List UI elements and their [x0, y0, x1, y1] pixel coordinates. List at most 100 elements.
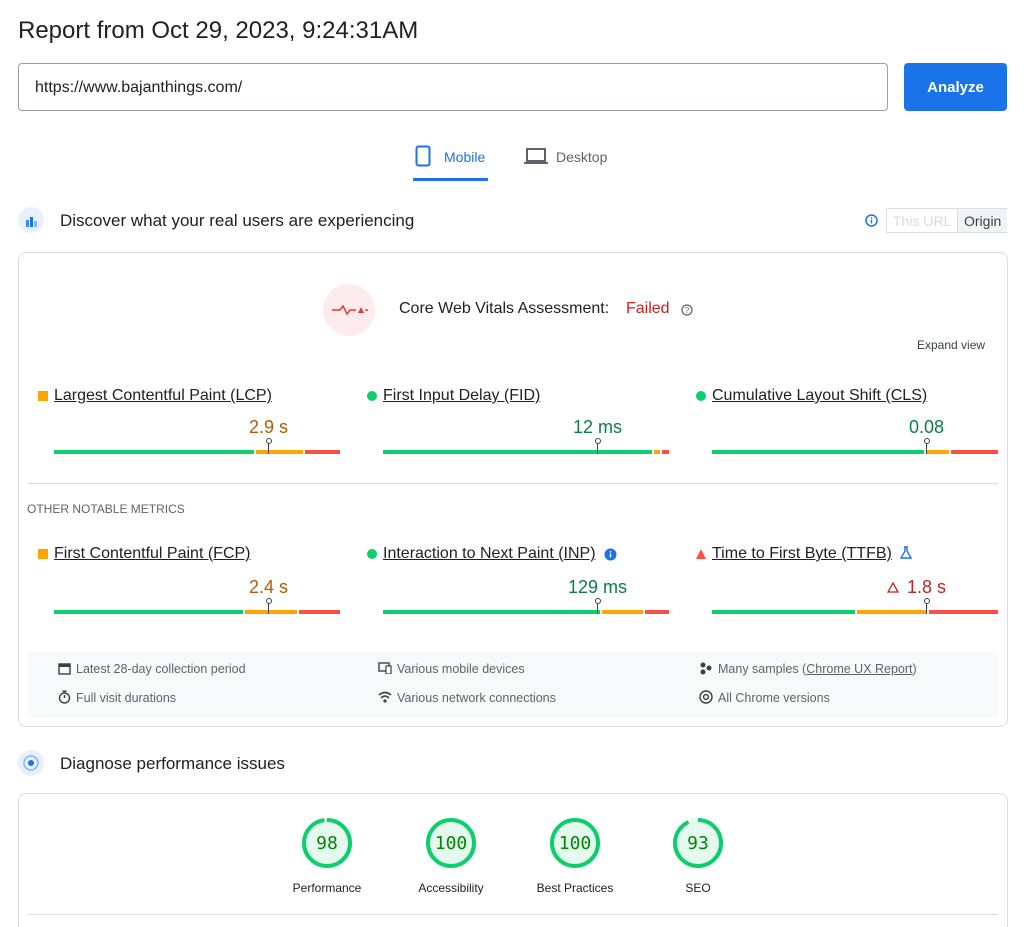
url-input[interactable]: https://www.bajanthings.com/	[18, 63, 888, 111]
distribution-segment	[54, 610, 243, 614]
percentile-marker	[268, 601, 269, 614]
score-label: Best Practices	[536, 881, 614, 895]
info-icon-mark	[609, 553, 611, 558]
warning-triangle	[886, 582, 899, 593]
analyze-label: Analyze	[927, 79, 984, 96]
separator	[28, 483, 998, 484]
distribution-segment	[645, 610, 669, 614]
metric-name[interactable]: Largest Contentful Paint (LCP)	[54, 387, 272, 404]
distribution-segment	[299, 610, 340, 614]
samples-icon	[700, 662, 712, 675]
assessment-label: Core Web Vitals Assessment:	[399, 300, 610, 317]
metric-name[interactable]: Time to First Byte (TTFB)	[712, 545, 892, 562]
percentile-marker	[926, 601, 927, 614]
other-metrics-heading: OTHER NOTABLE METRICS	[27, 502, 185, 516]
field-card	[18, 252, 1008, 727]
metric-value: 129 ms	[567, 577, 628, 597]
status-circle	[367, 549, 377, 559]
crux-link[interactable]: Chrome UX Report	[806, 662, 913, 676]
toggle-option[interactable]: This URL	[887, 209, 957, 232]
info-icon[interactable]	[604, 548, 617, 561]
timer-icon	[58, 690, 71, 704]
metric-name[interactable]: First Input Delay (FID)	[383, 387, 541, 404]
distribution-segment	[662, 450, 669, 454]
warning-icon	[886, 582, 899, 593]
percentile-marker	[926, 441, 927, 454]
gauge-arc	[673, 818, 723, 868]
devices-icon	[378, 662, 392, 674]
mobile-icon	[415, 145, 431, 167]
assessment-status: Failed	[626, 300, 670, 317]
diagnose-icon	[18, 750, 44, 776]
collection-info: Latest 28-day collection period Full vis…	[28, 652, 998, 718]
distribution-segment	[304, 450, 340, 454]
score-label: Accessibility	[418, 881, 484, 895]
metric-value: 2.4 s	[248, 577, 289, 597]
distribution-segment	[951, 450, 998, 454]
flask	[899, 546, 912, 559]
status-circle	[367, 391, 377, 401]
report-title: Report from Oct 29, 2023, 9:24:31AM	[18, 17, 419, 44]
experimental-icon[interactable]	[899, 546, 912, 559]
status-square	[38, 549, 48, 559]
metric-name[interactable]: First Contentful Paint (FCP)	[54, 545, 251, 562]
gauge-arc	[302, 818, 352, 868]
field-icon	[18, 207, 44, 233]
analyze-button[interactable]: Analyze	[904, 63, 1007, 111]
tab-underline	[413, 178, 488, 181]
desktop-tab[interactable]: Desktop	[522, 140, 622, 182]
score-label: SEO	[685, 881, 711, 895]
metric-value: 12 ms	[572, 417, 623, 437]
url-origin-toggle: This URL Origin	[886, 208, 1007, 233]
section-title: Discover what your real users are experi…	[60, 211, 415, 230]
distribution-segment	[925, 450, 950, 454]
diagnose-card	[18, 793, 1008, 927]
percentile-marker	[268, 441, 269, 454]
help-icon[interactable]: ?	[681, 304, 693, 316]
separator	[28, 914, 998, 915]
score-gauge[interactable]: 100	[547, 815, 603, 871]
desktop-icon	[524, 148, 548, 164]
distribution-segment	[383, 450, 652, 454]
distribution-segment	[256, 450, 303, 454]
score-value: 100	[559, 833, 592, 854]
toggle-label: Origin	[964, 213, 1002, 229]
assessment-icon	[323, 284, 375, 336]
score-value: 100	[435, 833, 468, 854]
info-icon[interactable]	[865, 214, 878, 227]
percentile-marker-head	[923, 598, 930, 604]
expand-view[interactable]: Expand view	[917, 338, 986, 352]
score-gauge[interactable]: 100	[423, 815, 479, 871]
info-text: Latest 28-day collection period	[76, 662, 246, 676]
mobile-tab[interactable]: Mobile	[410, 140, 490, 182]
percentile-marker	[597, 601, 598, 614]
info-icon-dot	[609, 551, 611, 553]
distribution-segment	[928, 610, 998, 614]
url-text: https://www.bajanthings.com/	[35, 79, 243, 96]
percentile-marker-head	[265, 438, 272, 444]
info-text: Many samples (	[718, 662, 807, 676]
percentile-marker-head	[265, 598, 272, 604]
distribution-segment	[54, 450, 255, 454]
distribution-segment	[244, 610, 298, 614]
metric-name[interactable]: Cumulative Layout Shift (CLS)	[712, 387, 928, 404]
distribution-segment	[653, 450, 661, 454]
distribution-segment	[712, 450, 924, 454]
metric-value: 1.8 s	[906, 577, 947, 597]
status-triangle	[696, 549, 706, 559]
distribution-segment	[712, 610, 855, 614]
score-value: 93	[687, 833, 709, 854]
chrome-icon	[699, 690, 713, 704]
percentile-marker	[597, 441, 598, 454]
score-label: Performance	[292, 881, 362, 895]
tab-label: Desktop	[556, 149, 608, 165]
metric-name[interactable]: Interaction to Next Paint (INP)	[383, 545, 596, 562]
info-text: Various network connections	[397, 691, 556, 705]
score-gauge[interactable]: 98	[299, 815, 355, 871]
tab-label: Mobile	[444, 149, 486, 165]
section-title: Diagnose performance issues	[60, 754, 285, 773]
info-text: Various mobile devices	[397, 662, 525, 676]
score-gauge[interactable]: 93	[670, 815, 726, 871]
toggle-option[interactable]: Origin	[957, 209, 1007, 232]
